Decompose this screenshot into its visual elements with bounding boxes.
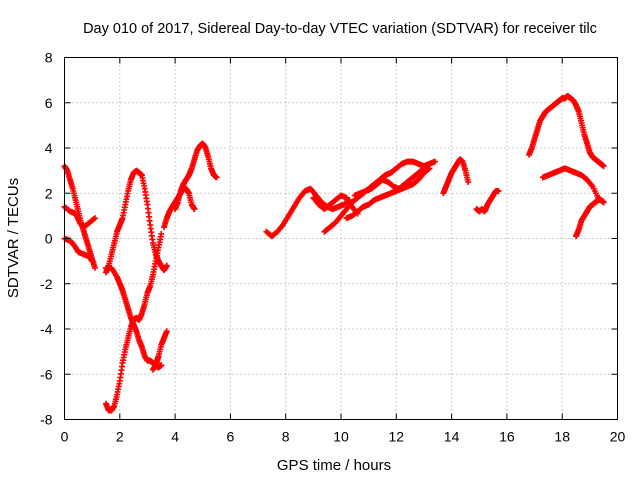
data-point xyxy=(163,328,170,335)
x-tick-label: 20 xyxy=(610,429,626,445)
data-point xyxy=(158,362,165,369)
series-arc-2 xyxy=(61,203,98,231)
y-tick-label: -6 xyxy=(40,366,53,382)
data-point xyxy=(423,163,430,170)
series-arc-6 xyxy=(102,230,165,414)
x-tick-label: 6 xyxy=(227,429,235,445)
series-arc-17 xyxy=(526,92,607,170)
series-arc-9 xyxy=(172,140,220,213)
y-tick-label: -8 xyxy=(40,412,53,428)
y-tick-label: -4 xyxy=(40,321,53,337)
data-point xyxy=(91,264,98,271)
series-arc-3 xyxy=(61,235,96,265)
x-tick-label: 0 xyxy=(61,429,69,445)
data-point xyxy=(191,206,198,213)
series-arc-13 xyxy=(343,165,433,222)
x-tick-label: 16 xyxy=(499,429,515,445)
x-tick-label: 2 xyxy=(116,429,124,445)
x-tick-label: 10 xyxy=(333,429,349,445)
data-point xyxy=(90,216,97,223)
data-point xyxy=(600,199,607,206)
x-tick-label: 8 xyxy=(282,429,290,445)
x-axis-label: GPS time / hours xyxy=(277,457,391,474)
y-tick-label: 6 xyxy=(45,95,53,111)
data-point xyxy=(422,164,429,171)
axis-ticks: 0 2 4 6 8 10 12 14 16 18 20 -8 -6 -4 -2 0 2 4 6 8 xyxy=(40,50,625,445)
y-tick-label: -2 xyxy=(40,276,53,292)
x-tick-label: 4 xyxy=(171,429,179,445)
series-arc-7 xyxy=(149,328,170,373)
y-tick-label: 8 xyxy=(45,50,53,66)
data-point xyxy=(163,262,170,269)
grid-lines xyxy=(64,57,618,420)
x-tick-label: 12 xyxy=(389,429,405,445)
chart-title: Day 010 of 2017, Sidereal Day-to-day VTE… xyxy=(83,21,597,37)
data-point xyxy=(213,174,220,181)
series-arc-10 xyxy=(263,185,353,240)
data-point xyxy=(91,215,98,222)
series-arc-14 xyxy=(351,163,430,199)
y-tick-label: 2 xyxy=(45,185,53,201)
y-tick-label: 0 xyxy=(45,231,53,247)
data-point xyxy=(495,187,502,194)
y-tick-label: 4 xyxy=(45,140,53,156)
x-tick-label: 18 xyxy=(554,429,570,445)
series-arc-15 xyxy=(440,156,472,197)
data-point xyxy=(600,163,607,170)
series-arc-19 xyxy=(573,197,607,240)
data-points xyxy=(61,92,607,414)
data-point xyxy=(465,178,472,185)
x-tick-label: 14 xyxy=(444,429,460,445)
data-point xyxy=(89,258,96,265)
series-arc-16 xyxy=(473,187,502,215)
data-point xyxy=(432,158,439,165)
series-arc-4 xyxy=(102,167,170,276)
y-axis-label: SDTVAR / TECUs xyxy=(5,178,22,298)
data-point xyxy=(158,230,165,237)
series-arc-8 xyxy=(161,185,198,231)
